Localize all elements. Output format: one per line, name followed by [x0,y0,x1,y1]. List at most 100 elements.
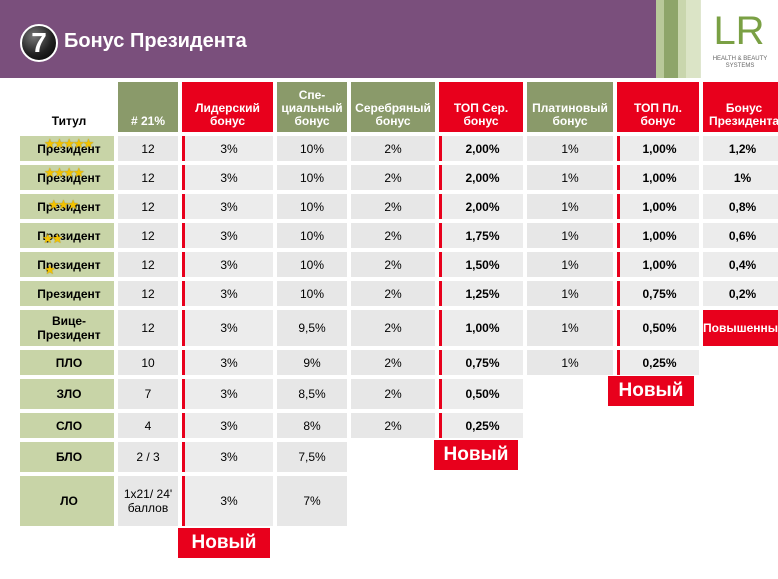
table-cell: 1,75% [439,223,523,248]
table-cell: 1,00% [617,223,699,248]
table-cell [439,476,523,526]
new-badge-top-silver: Новый [434,440,518,470]
table-cell: 0,75% [439,350,523,375]
new-badge-top-platinum: Новый [608,376,694,406]
row-title-text: Президент [37,141,101,156]
table-cell: 3% [182,310,273,346]
table-row: Вице-Президент 12 3% 9,5% 2% 1,00% 1% 0,50% Повы… [20,310,778,346]
table-cell: 2,00% [439,194,523,219]
row-title-text: Президент [37,199,101,214]
table-cell [527,413,613,438]
table-row: Президент 12 3% 10% 2% 1,25% 1% 0,75% 0,2% [20,281,778,306]
header-title: Титул [20,82,114,132]
slide-number-badge: 7 [20,24,58,62]
row-title: СЛО [20,413,114,438]
table-cell: 9,5% [277,310,347,346]
table-cell: 2% [351,281,435,306]
row-title-text: Президент [37,257,101,272]
header-president: Бонус Президента [703,82,778,132]
star-rating-icon: ★★ [42,231,63,246]
table-cell: Повышенный [703,310,778,346]
row-title: Президент ★★★★ [20,165,114,190]
stripe-decoration [686,0,700,78]
table-cell: 2% [351,252,435,277]
table-cell: 0,8% [703,194,778,219]
row-title: ЛО [20,476,114,526]
table-cell: 1x21/ 24' баллов [118,476,178,526]
table-cell: 2,00% [439,165,523,190]
table-cell: 2% [351,350,435,375]
row-title: Президент [20,281,114,306]
table-cell: 1,2% [703,136,778,161]
table-cell: 10% [277,194,347,219]
row-title: Вице-Президент [20,310,114,346]
row-title-text: ЗЛО [56,387,82,401]
table-cell: 3% [182,136,273,161]
header-platinum: Платиновый бонус [527,82,613,132]
row-title-text: Президент [37,286,101,301]
table-cell: 7,5% [277,442,347,472]
table-cell: 7 [118,379,178,409]
table-cell: 1,00% [617,252,699,277]
row-title: Президент ★ [20,252,114,277]
row-title: БЛО [20,442,114,472]
table-cell: 12 [118,165,178,190]
table-cell: 1% [527,281,613,306]
row-title: Президент ★★ [20,223,114,248]
table-cell: 0,6% [703,223,778,248]
table-cell [703,379,778,409]
table-cell: 10% [277,252,347,277]
table-cell: 3% [182,413,273,438]
row-title: ЗЛО [20,379,114,409]
row-title-text: СЛО [55,418,83,433]
table-cell: 1,00% [617,136,699,161]
table-cell [527,476,613,526]
table-cell [351,442,435,472]
star-rating-icon: ★★★★ [44,165,85,180]
table-cell: 1% [527,136,613,161]
table-cell: 2,00% [439,136,523,161]
table-row: БЛО 2 / 3 3% 7,5% [20,442,778,472]
table-cell: 2 / 3 [118,442,178,472]
table-cell: 0,4% [703,252,778,277]
table-cell: 3% [182,350,273,375]
table-cell: 3% [182,223,273,248]
row-title-text: ПЛО [55,355,83,370]
table-cell [527,379,613,409]
table-cell [527,442,613,472]
table-cell: 10% [277,165,347,190]
row-title: ПЛО [20,350,114,375]
table-cell [617,442,699,472]
stripe-decoration [678,0,686,78]
row-title-text: Президент [37,170,101,185]
table-cell: 1,00% [439,310,523,346]
table-cell: 12 [118,281,178,306]
bonus-table: Титул # 21% Лидерский бонус Спе-циальный… [16,78,778,530]
table-row: ЛО 1x21/ 24' баллов 3% 7% [20,476,778,526]
table-row: Президент ★★ 12 3% 10% 2% 1,75% 1% 1,00% 0,6% [20,223,778,248]
table-cell: 0,2% [703,281,778,306]
table-cell: 3% [182,165,273,190]
row-title: Президент ★★★ [20,194,114,219]
table-cell: 1% [527,310,613,346]
table-cell: 1,25% [439,281,523,306]
star-rating-icon: ★★★★★ [44,136,94,151]
table-cell: 12 [118,223,178,248]
table-cell: 3% [182,379,273,409]
table-cell [703,350,778,375]
table-row: СЛО 4 3% 8% 2% 0,25% [20,413,778,438]
table-cell: 1,50% [439,252,523,277]
table-cell: 7% [277,476,347,526]
table-cell: 12 [118,310,178,346]
svg-text:LR: LR [714,9,764,53]
title-banner [0,0,656,78]
header-special: Спе-циальный бонус [277,82,347,132]
table-row: Президент ★★★ 12 3% 10% 2% 2,00% 1% 1,00% 0,8% [20,194,778,219]
table-cell: 3% [182,281,273,306]
table-cell: 10% [277,223,347,248]
table-cell: 0,75% [617,281,699,306]
header-21: # 21% [118,82,178,132]
table-cell: 2% [351,310,435,346]
header-leader: Лидерский бонус [182,82,273,132]
table-cell: 2% [351,223,435,248]
